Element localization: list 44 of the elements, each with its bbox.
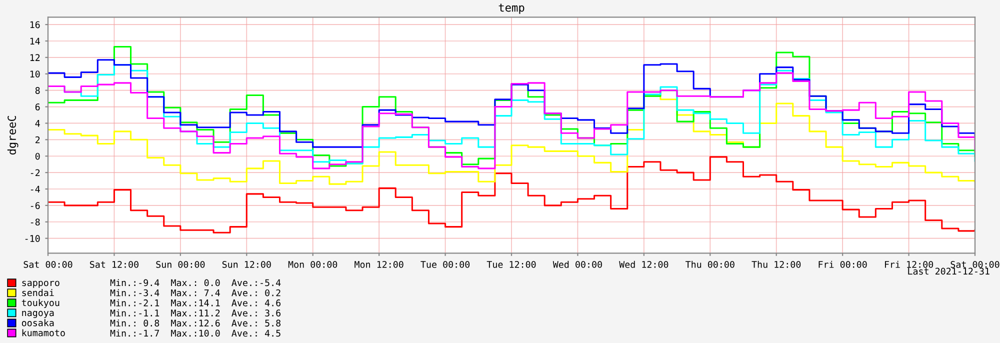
text: Min.:-9.4 Max.: 0.0 Ave.:-5.4 bbox=[110, 279, 281, 286]
y-tick-label: 12 bbox=[30, 54, 40, 61]
y-tick-label: 2 bbox=[36, 136, 40, 144]
text: Min.:-2.1 Max.:14.1 Ave.: 4.6 bbox=[110, 299, 280, 306]
x-tick-label: Thu 12:00 bbox=[752, 260, 801, 268]
y-tick-label: -4 bbox=[30, 186, 40, 193]
y-tick-label: 14 bbox=[30, 38, 40, 44]
legend-label: nagoya bbox=[22, 310, 54, 318]
y-tick-label: 8 bbox=[35, 87, 40, 94]
x-tick-label: Sat 00:00 bbox=[24, 260, 72, 268]
text: Min.: 0.8 Max.:12.6 Ave.: 5.8 bbox=[110, 319, 280, 327]
x-tick-label: Mon 00:00 bbox=[288, 260, 338, 268]
text: Last 2021-12-31 bbox=[908, 268, 990, 275]
x-tick-label: Wed 12:00 bbox=[619, 260, 668, 268]
y-tick-label: 10 bbox=[30, 70, 40, 78]
legend-label: sendai bbox=[22, 289, 54, 296]
y-axis-title: dgreeC bbox=[7, 116, 18, 155]
legend-label: kumamoto bbox=[22, 329, 65, 336]
text: Min.:-3.4 Max.: 7.4 Ave.: 0.2 bbox=[110, 289, 280, 296]
x-tick-label: Wed 00:00 bbox=[552, 260, 602, 268]
legend-label: sapporo bbox=[22, 280, 60, 288]
x-tick-label: Thu 00:00 bbox=[686, 260, 734, 268]
x-tick-label: Tue 00:00 bbox=[420, 260, 470, 268]
y-tick-label: 6 bbox=[35, 103, 40, 110]
y-tick-label: -6 bbox=[30, 202, 40, 210]
text: Min.:-1.7 Max.:10.0 Ave.: 4.5 bbox=[110, 330, 280, 337]
x-tick-label: Sun 00:00 bbox=[156, 260, 205, 268]
x-tick-label: Sun 12:00 bbox=[222, 260, 271, 268]
legend-label: oosaka bbox=[22, 319, 54, 326]
chart-title: temp bbox=[498, 4, 524, 14]
legend-label: toukyou bbox=[22, 299, 60, 308]
x-tick-label: Sat 12:00 bbox=[90, 260, 138, 268]
x-tick-label: Tue 12:00 bbox=[486, 260, 536, 268]
x-tick-label: Mon 12:00 bbox=[354, 260, 404, 268]
x-tick-label: Fri 12:00 bbox=[884, 260, 934, 268]
x-tick-label: Sat 00:00 bbox=[950, 260, 1000, 268]
x-tick-label: Fri 00:00 bbox=[818, 260, 867, 268]
y-tick-label: -8 bbox=[30, 218, 40, 226]
y-tick-label: -2 bbox=[30, 169, 40, 176]
y-tick-label: 16 bbox=[30, 21, 40, 28]
y-tick-label: 0 bbox=[35, 152, 40, 160]
text: Min.:-1.1 Max.:11.2 Ave.: 3.6 bbox=[110, 309, 280, 316]
y-tick-label: 4 bbox=[35, 120, 40, 127]
y-tick-label: -10 bbox=[25, 235, 40, 242]
